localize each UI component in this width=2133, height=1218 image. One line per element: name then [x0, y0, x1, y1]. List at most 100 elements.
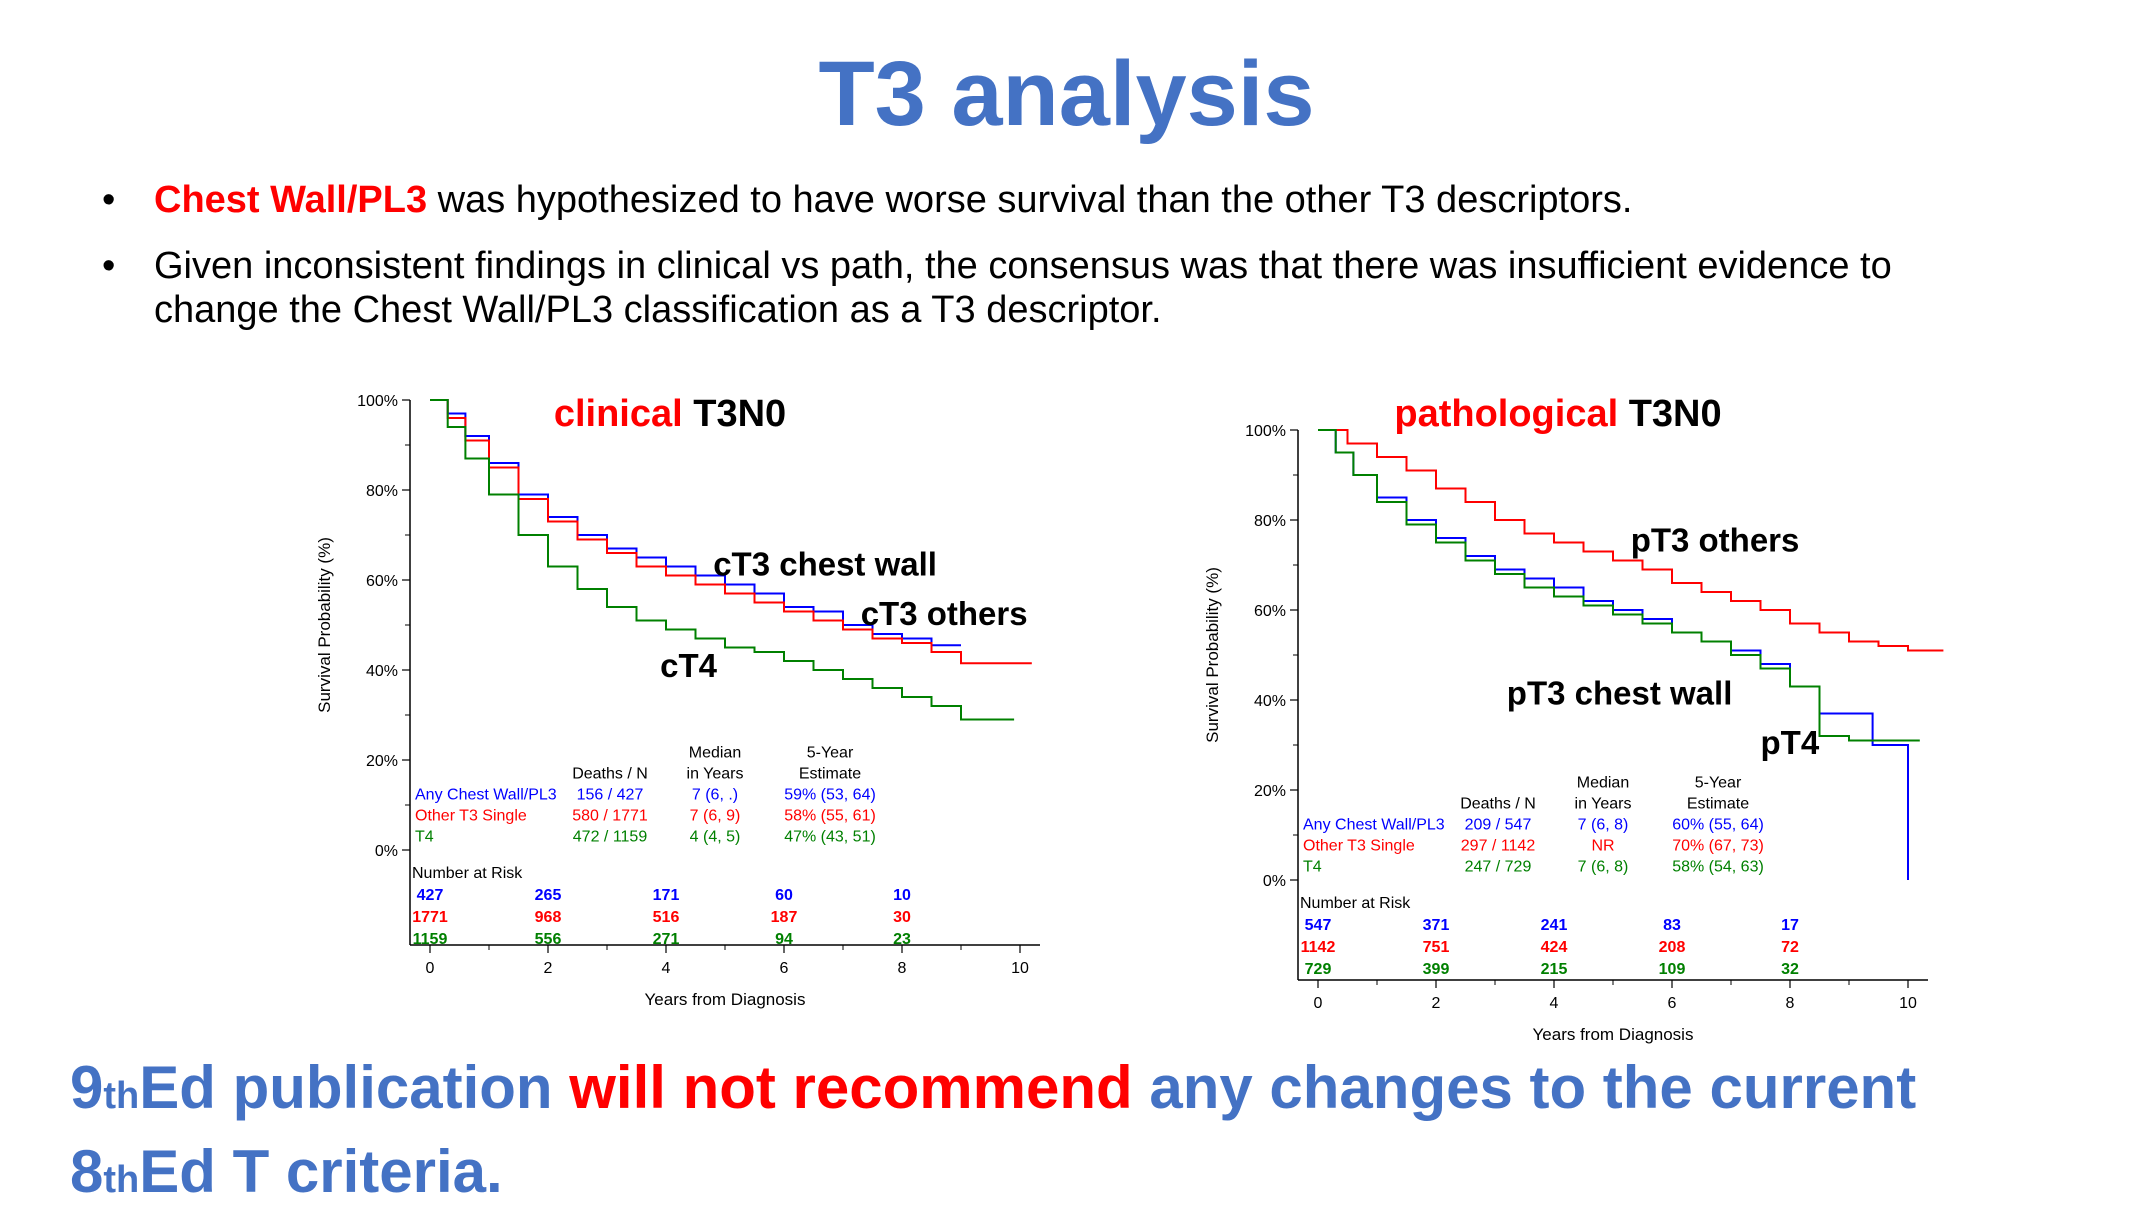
risk-value: 215	[1541, 961, 1568, 978]
summary-header: Median	[1577, 775, 1629, 792]
series-line-green	[1318, 429, 1920, 742]
summary-deaths: 472 / 1159	[573, 829, 648, 846]
chart-title: pathological T3N0	[1394, 393, 1721, 435]
series-line-green	[430, 399, 1015, 721]
y-tick-label: 80%	[366, 483, 398, 500]
y-tick-label: 100%	[357, 393, 398, 410]
summary-median: 7 (6, 9)	[690, 808, 741, 825]
bullet-marker: •	[102, 245, 116, 287]
x-tick-label: 8	[898, 960, 907, 977]
risk-value: 32	[1781, 961, 1799, 978]
risk-value: 17	[1781, 917, 1799, 934]
x-tick-label: 2	[1432, 995, 1441, 1012]
summary-header: Deaths / N	[1460, 796, 1536, 813]
y-tick-label: 0%	[375, 843, 398, 860]
summary-deaths: 297 / 1142	[1461, 838, 1536, 855]
curve-annotation: pT3 others	[1631, 522, 1800, 559]
series-line-blue	[1318, 429, 1909, 880]
risk-value: 208	[1659, 939, 1686, 956]
conclusion-line-2: 8thEd T criteria.	[70, 1138, 503, 1205]
y-tick-label: 60%	[1254, 603, 1286, 620]
clinical-km-chart: clinical T3N0 0% 20% 40% 60% 80% 100% 0 2 4 6 8 10 Ye…	[315, 393, 1040, 1009]
pathological-km-chart: pathological T3N0 0% 20% 40% 60% 80% 100% 0 2 4 6 8…	[1203, 393, 1944, 1044]
bullet-text: change the Chest Wall/PL3 classification…	[154, 289, 1162, 331]
bullet-item: • Chest Wall/PL3 was hypothesized to hav…	[102, 178, 2062, 222]
slide-title: T3 analysis	[818, 43, 1315, 145]
summary-header: Median	[689, 745, 741, 762]
risk-value: 109	[1659, 961, 1686, 978]
risk-value: 1159	[413, 931, 448, 948]
curve-annotation: pT4	[1761, 724, 1820, 761]
summary-median: 7 (6, 8)	[1578, 817, 1629, 834]
risk-value: 729	[1305, 961, 1332, 978]
summary-median: 7 (6, .)	[692, 787, 738, 804]
y-tick-label: 20%	[366, 753, 398, 770]
risk-value: 371	[1423, 917, 1450, 934]
risk-value: 968	[535, 909, 562, 926]
x-tick-label: 6	[1668, 995, 1677, 1012]
risk-value: 1142	[1301, 939, 1336, 956]
y-tick-label: 20%	[1254, 783, 1286, 800]
summary-header: Estimate	[1687, 796, 1749, 813]
summary-label: T4	[415, 829, 434, 846]
curve-annotation: pT3 chest wall	[1507, 675, 1733, 712]
x-tick-label: 10	[1011, 960, 1029, 977]
risk-value: 241	[1541, 917, 1568, 934]
summary-estimate: 70% (67, 73)	[1672, 838, 1764, 855]
summary-median: 4 (4, 5)	[690, 829, 741, 846]
summary-estimate: 59% (53, 64)	[784, 787, 876, 804]
risk-value: 751	[1423, 939, 1450, 956]
conclusion-text: 9thEd publication will not recommend any…	[70, 1050, 1916, 1218]
risk-value: 424	[1541, 939, 1568, 956]
x-axis-label: Years from Diagnosis	[1533, 1025, 1694, 1044]
summary-label: Any Chest Wall/PL3	[415, 787, 557, 804]
summary-label: Any Chest Wall/PL3	[1303, 817, 1445, 834]
highlight-text: Chest Wall/PL3	[154, 179, 428, 221]
bullet-list: • Chest Wall/PL3 was hypothesized to hav…	[102, 178, 2062, 354]
y-tick-label: 100%	[1245, 423, 1286, 440]
y-tick-label: 40%	[366, 663, 398, 680]
risk-table-title: Number at Risk	[412, 865, 523, 882]
summary-header: Deaths / N	[572, 766, 648, 783]
chart-title: clinical T3N0	[554, 393, 786, 435]
summary-estimate: 58% (54, 63)	[1672, 859, 1764, 876]
summary-header: in Years	[1575, 796, 1632, 813]
risk-value: 23	[893, 931, 911, 948]
summary-header: 5-Year	[807, 745, 854, 762]
summary-label: T4	[1303, 859, 1322, 876]
summary-median: NR	[1591, 838, 1614, 855]
summary-header: in Years	[687, 766, 744, 783]
risk-value: 1771	[412, 909, 448, 926]
risk-value: 10	[893, 887, 911, 904]
bullet-text: Given inconsistent findings in clinical …	[154, 245, 1892, 287]
x-tick-label: 6	[780, 960, 789, 977]
summary-label: Other T3 Single	[1303, 838, 1415, 855]
x-tick-label: 8	[1786, 995, 1795, 1012]
y-tick-label: 80%	[1254, 513, 1286, 530]
risk-value: 547	[1305, 917, 1332, 934]
curve-annotation: cT4	[660, 647, 718, 684]
risk-value: 187	[771, 909, 798, 926]
y-axis-label: Survival Probability (%)	[315, 537, 334, 713]
x-tick-label: 4	[662, 960, 671, 977]
y-tick-label: 0%	[1263, 873, 1286, 890]
summary-median: 7 (6, 8)	[1578, 859, 1629, 876]
risk-value: 556	[535, 931, 562, 948]
series-line-red	[430, 399, 1032, 665]
y-tick-label: 60%	[366, 573, 398, 590]
risk-table-title: Number at Risk	[1300, 895, 1411, 912]
x-tick-label: 0	[426, 960, 435, 977]
risk-value: 171	[653, 887, 680, 904]
summary-deaths: 247 / 729	[1465, 859, 1532, 876]
x-tick-label: 10	[1899, 995, 1917, 1012]
summary-deaths: 209 / 547	[1465, 817, 1532, 834]
summary-estimate: 47% (43, 51)	[784, 829, 876, 846]
risk-value: 30	[893, 909, 911, 926]
y-tick-label: 40%	[1254, 693, 1286, 710]
y-axis-label: Survival Probability (%)	[1203, 567, 1222, 743]
x-tick-label: 4	[1550, 995, 1559, 1012]
conclusion-line-1: 9thEd publication will not recommend any…	[70, 1054, 1917, 1121]
summary-estimate: 60% (55, 64)	[1672, 817, 1764, 834]
risk-value: 265	[535, 887, 562, 904]
summary-deaths: 580 / 1771	[572, 808, 648, 825]
